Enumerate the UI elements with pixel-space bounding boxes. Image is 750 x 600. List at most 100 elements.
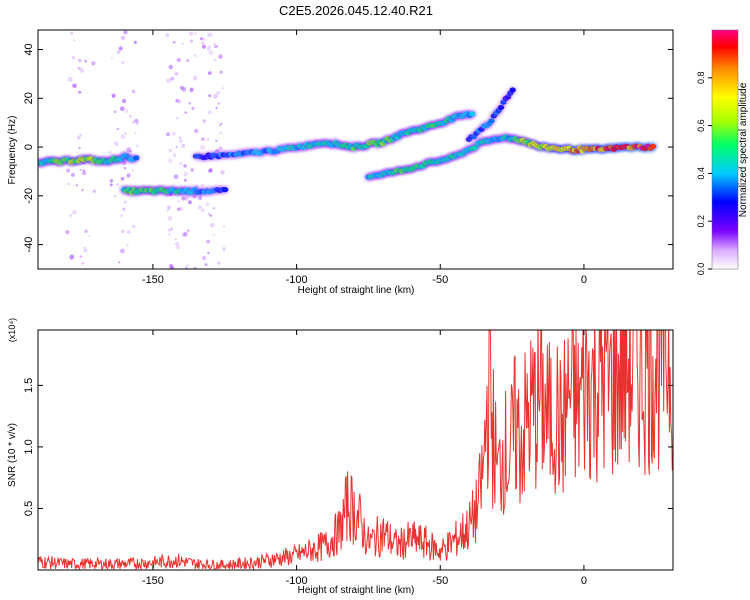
colorbar: 0.0 0.2 0.4 0.6 0.8 Normalized spectral ampl… <box>696 29 749 275</box>
heatmap-speckle <box>79 255 83 258</box>
heatmap-speckle <box>212 206 216 210</box>
heatmap-speckle <box>76 135 81 140</box>
colorbar-gradient <box>712 30 738 269</box>
heatmap-speckle <box>176 117 179 120</box>
heatmap-speckle <box>200 37 203 41</box>
colorbar-tick-label: 0.4 <box>696 167 706 180</box>
heatmap-speckle <box>136 144 139 148</box>
heatmap-speckle <box>72 83 77 89</box>
heatmap-speckle <box>175 242 180 246</box>
colorbar-tick-label: 0.8 <box>696 72 706 85</box>
heatmap-speckle <box>118 46 123 51</box>
heatmap-speckle <box>133 40 137 45</box>
heatmap-speckle <box>207 251 210 255</box>
heatmap-speckle <box>75 184 78 187</box>
heatmap-x-label: Height of straight line (km) <box>298 285 415 296</box>
colorbar-tick-label: 0.2 <box>696 215 706 228</box>
heatmap-speckle <box>166 78 171 84</box>
heatmap-speckle <box>134 132 137 135</box>
heatmap-speckle <box>201 44 206 49</box>
heatmap-speckle <box>83 246 87 250</box>
heatmap-speckle <box>70 259 73 262</box>
heatmap-y-tick-label: 40 <box>23 43 35 55</box>
heatmap-cell <box>649 143 657 149</box>
heatmap-speckle <box>181 86 187 92</box>
heatmap-speckle <box>206 138 210 141</box>
heatmap-speckle <box>169 263 174 269</box>
heatmap-x-tick-label: -100 <box>286 274 308 286</box>
heatmap-speckle <box>215 106 218 109</box>
heatmap-speckle <box>186 264 189 267</box>
heatmap-speckle <box>202 119 207 123</box>
heatmap-speckle <box>131 89 136 94</box>
heatmap-speckle <box>201 255 207 261</box>
heatmap-speckle <box>119 106 125 112</box>
heatmap-speckle <box>178 139 183 143</box>
snr-x-label: Height of straight line (km) <box>298 585 415 596</box>
heatmap-speckle <box>222 87 225 90</box>
heatmap-speckle <box>129 150 133 153</box>
snr-x-tick-label: -100 <box>286 575 308 587</box>
snr-y-tick-label: 1.0 <box>23 439 35 454</box>
heatmap-speckle <box>187 229 190 232</box>
heatmap-speckle <box>189 31 194 36</box>
snr-frame <box>37 329 674 571</box>
heatmap-speckle <box>201 41 205 45</box>
heatmap-speckle <box>165 33 170 38</box>
heatmap-speckle <box>123 30 128 35</box>
heatmap-speckle <box>109 183 113 187</box>
heatmap-speckle <box>219 70 223 74</box>
heatmap-speckle <box>131 169 134 172</box>
heatmap-speckle <box>201 208 205 212</box>
heatmap-speckle <box>126 244 129 247</box>
heatmap-speckle <box>219 131 223 135</box>
heatmap-speckle <box>176 207 180 211</box>
heatmap-speckle <box>208 169 212 173</box>
heatmap-speckle <box>198 205 202 210</box>
heatmap-speckle <box>109 179 114 183</box>
heatmap-speckle <box>170 227 174 231</box>
heatmap-speckle <box>188 102 191 105</box>
heatmap-speckle <box>118 261 121 264</box>
heatmap-speckle <box>168 64 173 70</box>
heatmap-x-tick-label: 0 <box>581 274 587 286</box>
heatmap-speckle <box>210 222 215 228</box>
heatmap-speckle <box>194 266 197 269</box>
heatmap-speckle <box>204 263 208 266</box>
heatmap-speckle <box>222 225 226 228</box>
heatmap-speckle <box>167 205 171 210</box>
heatmap-speckle <box>175 99 179 103</box>
heatmap-speckle <box>171 131 176 136</box>
heatmap-speckle <box>174 238 177 241</box>
heatmap-frame <box>37 29 674 270</box>
heatmap-speckle <box>187 200 192 205</box>
heatmap-speckle <box>207 32 213 38</box>
heatmap-speckle <box>123 167 127 170</box>
heatmap-speckle <box>129 114 132 118</box>
heatmap-speckle <box>91 61 96 66</box>
snr-x-tick-label: -150 <box>142 575 164 587</box>
heatmap-speckle <box>194 128 199 134</box>
heatmap-speckle <box>121 229 125 234</box>
heatmap-speckle <box>136 121 139 125</box>
heatmap-speckle <box>173 152 176 155</box>
heatmap-speckle <box>175 145 178 149</box>
heatmap-speckle <box>172 40 176 44</box>
heatmap-speckle <box>82 170 87 176</box>
heatmap-speckle <box>79 68 85 73</box>
heatmap-speckle <box>173 174 179 180</box>
heatmap-speckle <box>184 179 187 182</box>
heatmap-speckle <box>207 110 212 114</box>
heatmap-speckle <box>168 233 171 236</box>
heatmap-speckle <box>168 148 172 152</box>
heatmap-speckle <box>68 77 73 82</box>
heatmap-speckle <box>173 154 176 157</box>
heatmap-y-tick-label: -20 <box>23 188 35 204</box>
heatmap-speckle <box>174 72 178 76</box>
heatmap-speckle <box>194 32 197 36</box>
heatmap-speckle <box>183 172 188 177</box>
heatmap-speckle <box>111 94 116 98</box>
heatmap-speckle <box>209 214 213 217</box>
heatmap-speckle <box>70 172 75 177</box>
